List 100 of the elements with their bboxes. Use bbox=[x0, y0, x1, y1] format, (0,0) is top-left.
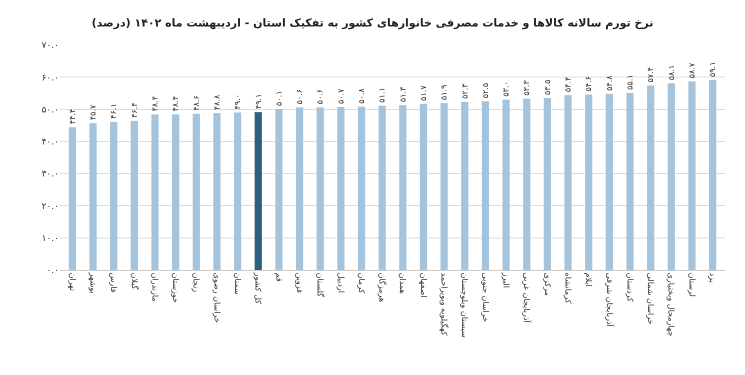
data-label: ۵۳.۰ bbox=[502, 81, 511, 97]
x-tick-label: فارس bbox=[109, 272, 118, 293]
data-label: ۵۱.۹ bbox=[440, 84, 449, 100]
bar bbox=[151, 114, 159, 270]
data-label: ۵۰.۶ bbox=[295, 88, 304, 104]
data-label: ۵۴.۶ bbox=[584, 76, 594, 92]
x-tick-label: زنجان bbox=[192, 272, 201, 292]
bar bbox=[440, 103, 448, 270]
data-label: ۵۲.۳ bbox=[460, 82, 470, 99]
data-label: ۴۹.۰ bbox=[233, 94, 242, 110]
y-tick-label: ۴۰.۰ bbox=[42, 138, 59, 148]
bar bbox=[585, 94, 592, 270]
x-tick-label: اردبیل bbox=[336, 272, 346, 293]
x-tick-label: لرستان bbox=[687, 272, 696, 297]
bar bbox=[68, 127, 76, 270]
data-label: ۴۸.۶ bbox=[192, 95, 201, 111]
bar bbox=[502, 100, 510, 270]
x-tick-label: کهگیلویه وبویراحمد bbox=[440, 272, 450, 336]
data-label: ۵۴.۸ bbox=[604, 74, 614, 91]
x-tick-label: خراسان رضوی bbox=[212, 272, 222, 323]
bar bbox=[461, 102, 468, 270]
x-tick-label: بوشهر bbox=[88, 272, 98, 294]
bar bbox=[110, 122, 118, 270]
y-tick-label: ۶۰.۰ bbox=[42, 73, 59, 84]
y-tick-label: ۰.۰ bbox=[46, 266, 59, 276]
x-tick-label: گلستان bbox=[316, 272, 326, 298]
x-tick-label: آذربایجان شرقی bbox=[604, 272, 615, 328]
x-tick-label: کرمانشاه bbox=[563, 272, 572, 304]
data-label: ۵۵.۱ bbox=[626, 74, 634, 90]
x-tick-label: همدان bbox=[398, 272, 408, 294]
bar bbox=[172, 114, 180, 270]
x-tick-label: سیستان وبلوچستان bbox=[460, 272, 470, 338]
data-label: ۴۴.۴ bbox=[68, 108, 77, 124]
bar bbox=[316, 107, 324, 270]
data-label: ۴۶.۴ bbox=[130, 102, 139, 118]
data-label: ۵۰.۶ bbox=[316, 88, 325, 104]
x-tick-label: البرز bbox=[501, 272, 510, 288]
bar bbox=[708, 80, 716, 270]
bar bbox=[544, 98, 552, 270]
bar bbox=[688, 81, 696, 270]
x-tick-label: کرمان bbox=[356, 272, 366, 294]
data-label: ۵۰.۷ bbox=[336, 88, 346, 104]
x-tick-label: آذربایجان غربی bbox=[522, 272, 532, 324]
data-label: ۵۸.۷ bbox=[687, 62, 696, 78]
bar bbox=[89, 123, 97, 270]
data-label: ۴۹.۱ bbox=[254, 94, 263, 110]
bar bbox=[296, 107, 304, 270]
x-tick-label: اصفهان bbox=[418, 272, 428, 298]
data-label: ۵۳.۳ bbox=[522, 80, 532, 96]
data-label: ۵۸.۱ bbox=[666, 64, 676, 80]
data-label: ۴۸.۴ bbox=[150, 96, 160, 112]
bar bbox=[337, 107, 344, 270]
x-tick-label: هرمزگان bbox=[378, 272, 388, 302]
x-tick-label: گیلان bbox=[130, 272, 140, 290]
bar bbox=[192, 114, 200, 270]
bar bbox=[606, 94, 613, 270]
data-label: ۴۸.۴ bbox=[171, 96, 180, 112]
data-label: ۵۰.۱ bbox=[274, 90, 284, 106]
x-tick-label: خراسان جنوبی bbox=[480, 272, 490, 322]
y-tick-label: ۱۰.۰ bbox=[42, 234, 59, 244]
x-tick-label: ایلام bbox=[584, 272, 594, 287]
x-tick-label: کردستان bbox=[625, 272, 634, 302]
bar bbox=[668, 83, 675, 270]
data-label: ۵۰.۸ bbox=[357, 88, 366, 104]
bar bbox=[234, 112, 242, 270]
x-tick-label: مازندران bbox=[150, 272, 160, 302]
data-label: ۵۲.۵ bbox=[480, 82, 490, 98]
y-tick-label: ۷۰.۰ bbox=[42, 41, 59, 52]
data-label: ۵۷.۴ bbox=[646, 67, 656, 82]
y-tick-label: ۲۰.۰ bbox=[42, 202, 59, 212]
x-tick-label: چهارمحال وبختیاری bbox=[666, 272, 676, 336]
bar bbox=[482, 101, 490, 270]
y-tick-label: ۳۰.۰ bbox=[42, 170, 59, 180]
data-label: ۵۱.۷ bbox=[418, 84, 428, 101]
bar bbox=[378, 106, 386, 270]
x-tick-label: مرکزی bbox=[542, 272, 552, 296]
x-tick-label: سمنان bbox=[233, 272, 242, 295]
data-label: ۵۱.۱ bbox=[378, 87, 387, 103]
data-label: ۵۴.۴ bbox=[564, 76, 573, 92]
bar bbox=[130, 120, 138, 270]
bar bbox=[358, 106, 366, 270]
x-tick-label: قم bbox=[274, 272, 284, 282]
bar bbox=[275, 108, 283, 270]
y-tick-label: ۵۰.۰ bbox=[42, 105, 59, 116]
x-tick-label: خوزستان bbox=[171, 272, 180, 304]
bar bbox=[564, 95, 572, 270]
x-tick-label: یزد bbox=[708, 272, 718, 283]
data-label: ۵۳.۵ bbox=[542, 80, 552, 96]
bar bbox=[647, 86, 654, 270]
bar bbox=[399, 105, 406, 270]
bar bbox=[254, 112, 262, 270]
data-label: ۴۵.۷ bbox=[88, 104, 98, 120]
bar bbox=[213, 113, 221, 270]
x-tick-label: قزوین bbox=[294, 272, 304, 294]
data-label: ۴۸.۸ bbox=[212, 94, 222, 110]
data-label: ۴۶.۱ bbox=[109, 103, 118, 119]
bar bbox=[420, 104, 428, 270]
data-label: ۵۱.۳ bbox=[398, 86, 408, 102]
chart-title: نرخ تورم سالانه کالاها و خدمات مصرفی خانوارهای کشور به تفکیک استان - اردیبهشت ماه ۱۴۰۲ (درصد) bbox=[92, 16, 654, 30]
bar bbox=[523, 98, 530, 270]
